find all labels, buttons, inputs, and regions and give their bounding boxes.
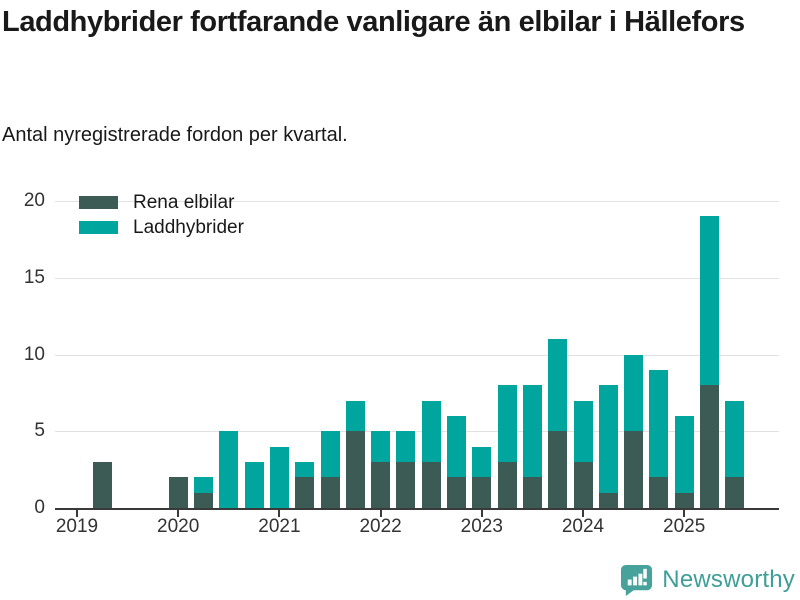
bar-segment-rena-elbilar <box>194 492 213 508</box>
x-axis-tick <box>177 510 180 517</box>
bar-segment-rena-elbilar <box>522 477 542 508</box>
bar-segment-rena-elbilar <box>649 477 669 508</box>
x-axis-tick <box>582 510 584 517</box>
bar-segment-laddhybrider <box>396 431 416 462</box>
x-axis-tick <box>683 510 686 517</box>
y-axis-label: 15 <box>23 266 45 288</box>
bar-segment-laddhybrider <box>674 415 694 493</box>
y-axis-label: 5 <box>34 420 45 442</box>
legend: Rena elbilar Laddhybrider <box>79 192 244 238</box>
x-axis-tick <box>379 510 382 517</box>
bar-segment-laddhybrider <box>725 400 745 478</box>
bar-segment-laddhybrider <box>700 216 719 386</box>
y-axis-label: 0 <box>34 497 45 518</box>
y-axis-label: 20 <box>23 190 45 211</box>
x-axis-label: 2022 <box>359 516 402 537</box>
bar-segment-laddhybrider <box>497 385 517 462</box>
x-axis-label: 2021 <box>258 516 301 537</box>
bar-segment-laddhybrider <box>624 354 644 432</box>
bar-segment-rena-elbilar <box>168 477 188 508</box>
legend-swatch-rena-elbilar <box>79 196 118 209</box>
x-axis-line <box>55 507 779 510</box>
bar-segment-laddhybrider <box>219 431 239 508</box>
bar-segment-laddhybrider <box>548 339 568 432</box>
bar-segment-laddhybrider <box>269 446 289 508</box>
bar-segment-rena-elbilar <box>396 461 416 508</box>
subtitle: Antal nyregistrerade fordon per kvartal. <box>2 124 348 146</box>
bar-segment-rena-elbilar <box>674 492 694 508</box>
bar-segment-laddhybrider <box>522 385 542 478</box>
bar-segment-laddhybrider <box>472 446 492 478</box>
newsworthy-logo-icon <box>620 564 653 597</box>
bar-segment-rena-elbilar <box>725 477 745 508</box>
x-axis-label: 2020 <box>157 516 200 537</box>
bar-segment-laddhybrider <box>573 400 593 462</box>
x-axis-label: 2024 <box>561 516 605 537</box>
y-axis-label: 10 <box>23 343 45 365</box>
x-axis-tick <box>76 510 78 517</box>
bar-segment-laddhybrider <box>447 415 466 478</box>
bar-segment-laddhybrider <box>244 461 264 508</box>
bar-segment-rena-elbilar <box>295 477 315 508</box>
legend-label-rena-elbilar: Rena elbilar <box>133 192 235 213</box>
bar-segment-laddhybrider <box>421 400 441 462</box>
bar-segment-rena-elbilar <box>598 492 618 508</box>
bar-segment-laddhybrider <box>598 385 618 493</box>
legend-swatch-laddhybrider <box>79 221 118 234</box>
bar-segment-laddhybrider <box>320 431 340 478</box>
legend-label-laddhybrider: Laddhybrider <box>133 217 244 238</box>
legend-item-rena-elbilar: Rena elbilar <box>79 192 244 213</box>
bar-segment-laddhybrider <box>295 461 315 478</box>
bar-segment-laddhybrider <box>194 477 213 493</box>
bar-segment-rena-elbilar <box>497 461 517 508</box>
bar-segment-rena-elbilar <box>345 431 365 508</box>
x-axis-label: 2023 <box>460 516 503 537</box>
x-axis-tick <box>480 510 483 517</box>
x-axis-label: 2025 <box>663 516 706 537</box>
bar-segment-laddhybrider <box>371 431 391 462</box>
bar-segment-rena-elbilar <box>624 431 644 508</box>
bar-segment-rena-elbilar <box>320 477 340 508</box>
brand-name: Newsworthy <box>662 566 795 593</box>
bar-segment-rena-elbilar <box>700 385 719 508</box>
bar-segment-laddhybrider <box>649 369 669 478</box>
bar-segment-rena-elbilar <box>548 431 568 508</box>
x-axis-label: 2019 <box>55 516 99 537</box>
bar-segment-rena-elbilar <box>92 461 112 508</box>
bar-segment-rena-elbilar <box>472 477 492 508</box>
bar-segment-rena-elbilar <box>573 461 593 508</box>
gridline <box>55 431 779 433</box>
bar-segment-rena-elbilar <box>371 461 391 508</box>
gridline <box>55 201 779 202</box>
gridline <box>55 277 779 279</box>
x-axis-tick <box>278 510 281 517</box>
attribution: Newsworthy <box>620 563 795 597</box>
legend-item-laddhybrider: Laddhybrider <box>79 217 244 238</box>
bar-segment-laddhybrider <box>345 400 365 432</box>
page-title: Laddhybrider fortfarande vanligare än el… <box>2 6 745 38</box>
gridline <box>55 354 779 356</box>
bar-segment-rena-elbilar <box>421 461 441 508</box>
bar-segment-rena-elbilar <box>447 477 466 508</box>
